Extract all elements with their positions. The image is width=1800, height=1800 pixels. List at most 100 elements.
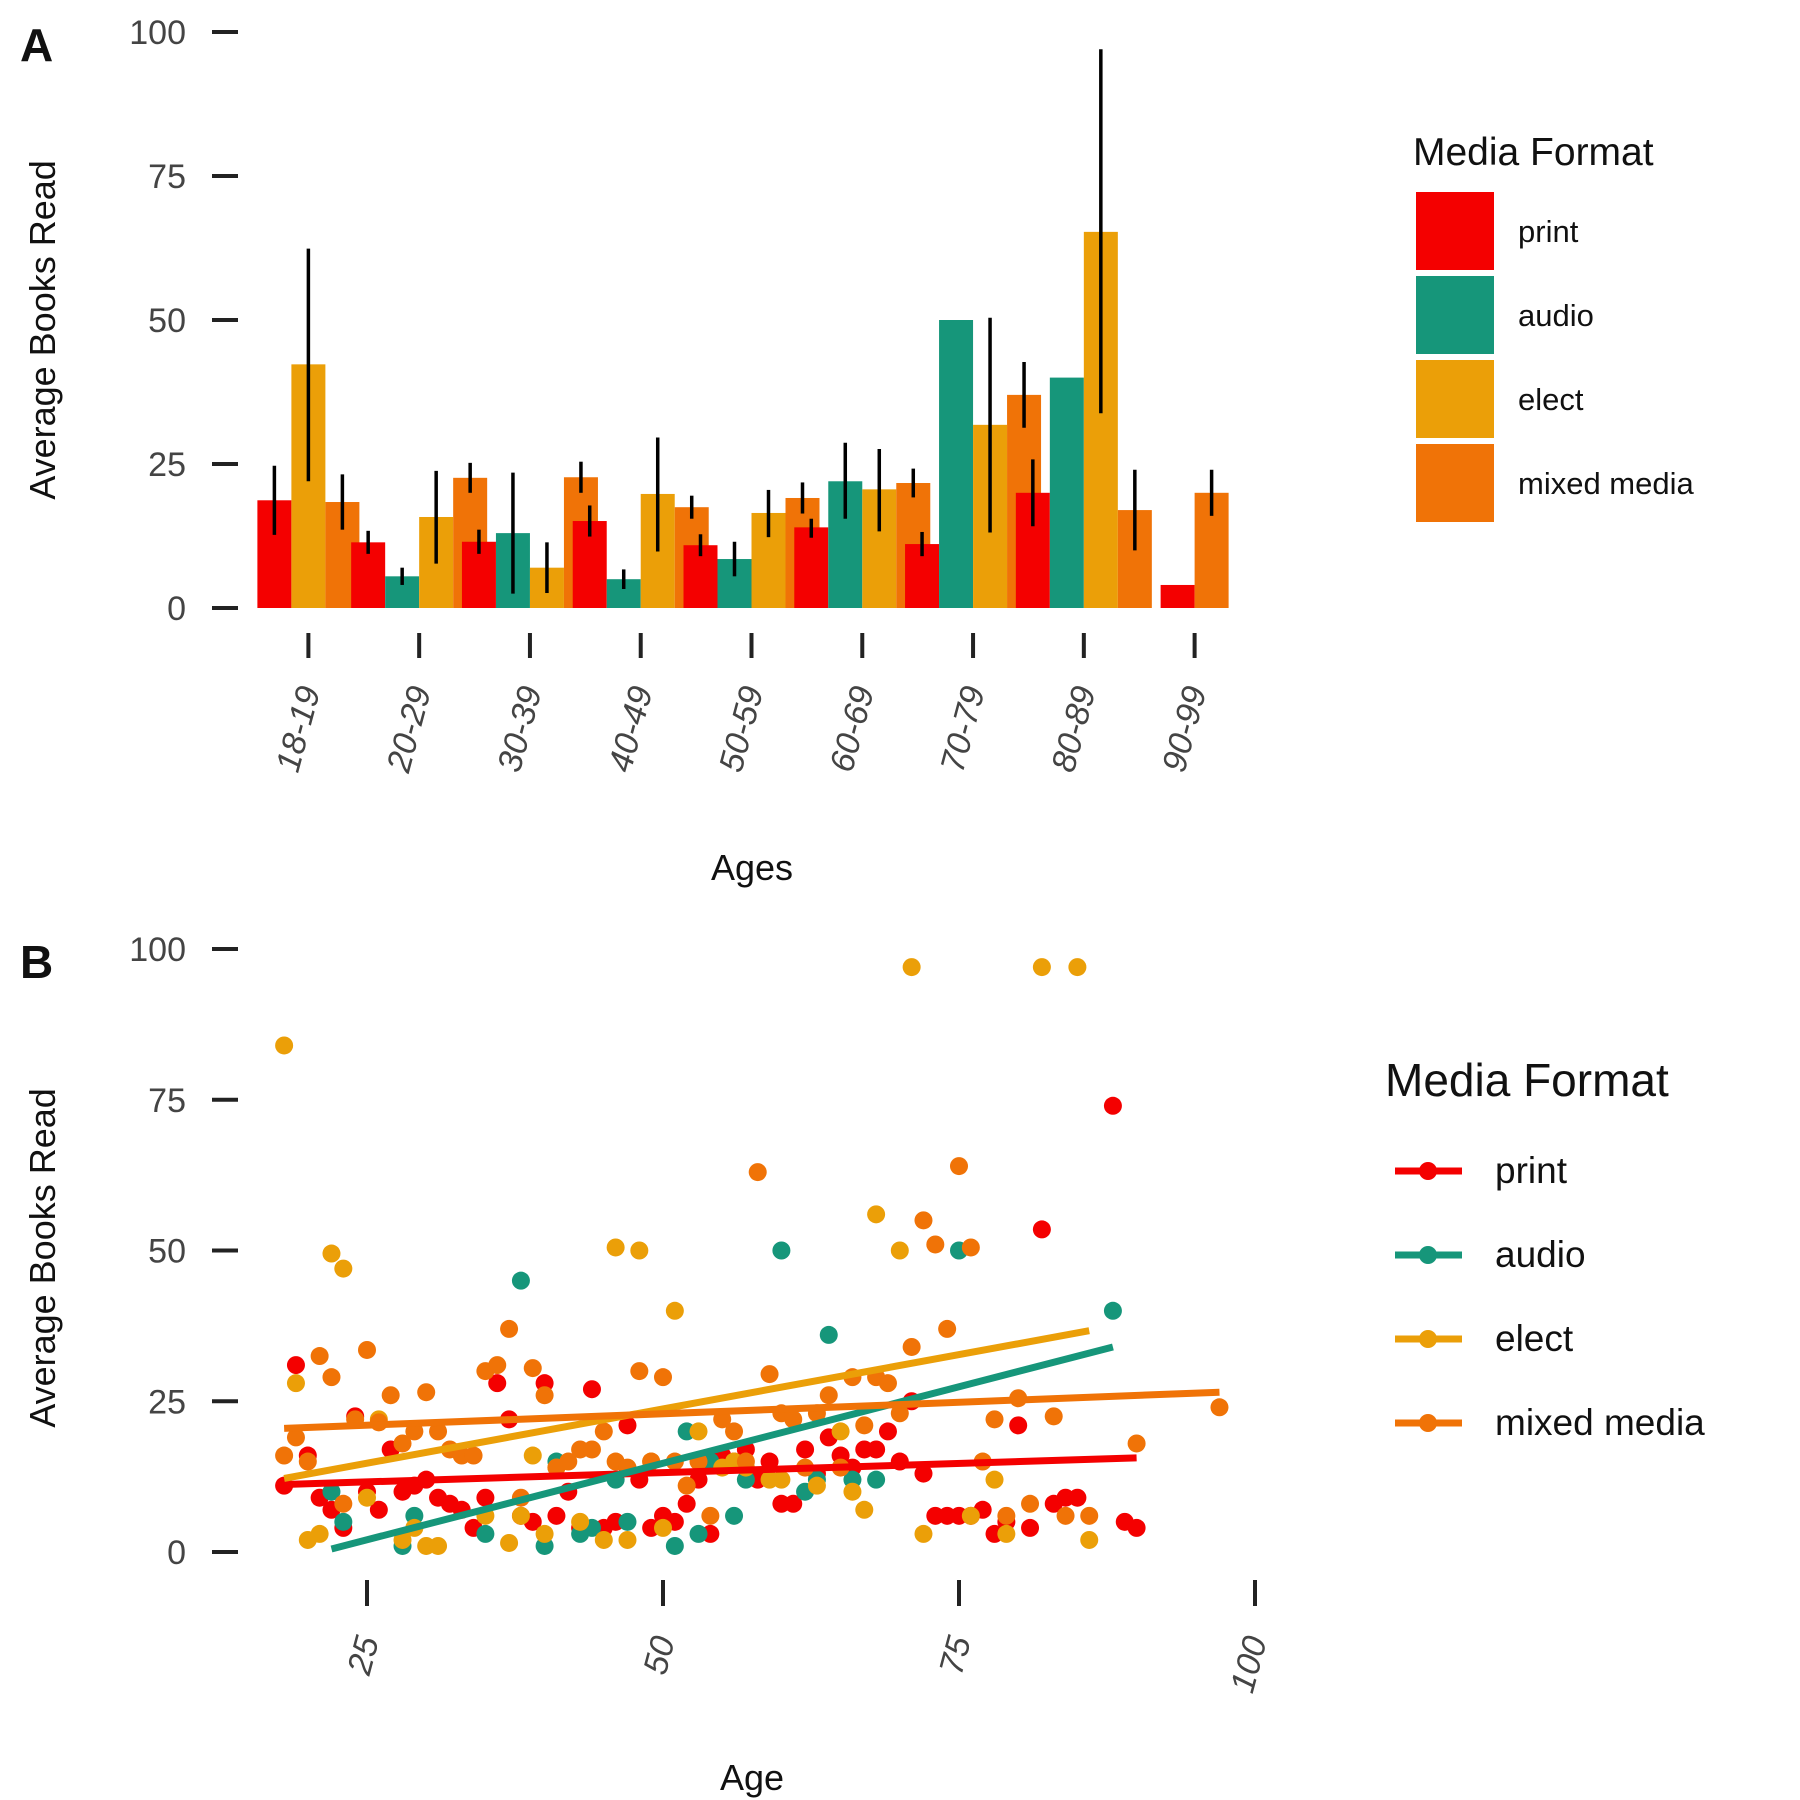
point-mixed-media (950, 1157, 968, 1176)
point-print (476, 1488, 495, 1507)
point-mixed-media (358, 1340, 376, 1359)
legend-label: audio (1495, 1234, 1586, 1275)
point-mixed-media (523, 1359, 542, 1378)
point-print (878, 1422, 897, 1441)
point-mixed-media (701, 1506, 720, 1525)
point-print (488, 1374, 507, 1393)
point-mixed-media (1127, 1434, 1146, 1453)
point-print (369, 1500, 388, 1519)
x-tick-label: 25 (340, 1632, 387, 1679)
point-mixed-media (582, 1440, 601, 1459)
legend-swatch-print (1416, 192, 1494, 270)
point-mixed-media (488, 1356, 507, 1375)
point-mixed-media (760, 1365, 779, 1384)
point-elect (1080, 1530, 1099, 1549)
point-mixed-media (748, 1163, 767, 1182)
point-elect (275, 1036, 294, 1055)
point-mixed-media (819, 1386, 838, 1405)
legend-swatch-audio (1416, 276, 1494, 354)
trend-line-print (284, 1454, 1137, 1488)
point-audio (476, 1524, 495, 1543)
point-elect (772, 1470, 791, 1489)
bar-print (1160, 584, 1195, 608)
point-elect (511, 1506, 530, 1525)
point-mixed-media (985, 1410, 1004, 1429)
legend-title: Media Format (1413, 131, 1654, 174)
point-mixed-media (464, 1446, 483, 1465)
x-tick-label: 75 (932, 1632, 979, 1678)
point-mixed-media (902, 1337, 921, 1356)
y-tick-label: 100 (129, 931, 186, 969)
point-elect (571, 1512, 590, 1531)
point-audio (689, 1524, 708, 1543)
point-elect (807, 1476, 826, 1495)
point-mixed-media (784, 1410, 803, 1429)
legend-label: mixed media (1518, 466, 1694, 501)
panel-a-letter: A (20, 19, 54, 71)
point-mixed-media (654, 1368, 672, 1387)
point-elect (286, 1374, 305, 1393)
point-mixed-media (310, 1347, 329, 1366)
point-elect (843, 1482, 862, 1501)
point-mixed-media (275, 1446, 294, 1465)
point-elect (1032, 958, 1051, 977)
legend-label: elect (1495, 1318, 1574, 1359)
point-print (867, 1440, 886, 1459)
point-elect (334, 1259, 353, 1278)
point-mixed-media (594, 1422, 613, 1441)
point-mixed-media (878, 1374, 897, 1393)
point-audio (772, 1241, 791, 1260)
point-elect (618, 1530, 637, 1549)
point-elect (665, 1301, 684, 1320)
point-audio (511, 1271, 530, 1290)
point-elect (867, 1205, 886, 1224)
point-elect (429, 1536, 448, 1555)
point-mixed-media (535, 1386, 554, 1405)
point-mixed-media (286, 1428, 305, 1447)
point-print (1127, 1518, 1146, 1537)
y-axis-title: Average Books Read (22, 1088, 63, 1428)
point-elect (358, 1488, 376, 1507)
legend-marker-mixed-media (1419, 1414, 1437, 1432)
point-elect (654, 1518, 672, 1537)
point-print (1103, 1096, 1122, 1115)
legend-label: elect (1518, 382, 1584, 417)
x-tick-label: 100 (1223, 1632, 1274, 1697)
point-elect (523, 1446, 542, 1465)
point-print (1068, 1488, 1087, 1507)
legend-swatch-mixed-media (1416, 444, 1494, 522)
legend-marker-elect (1419, 1330, 1437, 1348)
point-print (547, 1506, 566, 1525)
point-print (286, 1356, 305, 1375)
point-mixed-media (961, 1238, 980, 1257)
point-print (1009, 1416, 1028, 1435)
point-elect (831, 1422, 850, 1441)
point-elect (500, 1533, 519, 1552)
point-mixed-media (429, 1422, 448, 1441)
legend-marker-print (1419, 1162, 1437, 1180)
point-print (784, 1494, 803, 1513)
y-tick-label: 75 (148, 1082, 186, 1120)
point-mixed-media (677, 1476, 696, 1495)
legend-label: mixed media (1495, 1402, 1705, 1443)
legend-label: print (1518, 214, 1579, 249)
point-mixed-media (381, 1386, 400, 1405)
point-audio (665, 1536, 684, 1555)
point-print (618, 1416, 637, 1435)
y-tick-label: 25 (148, 1383, 186, 1421)
point-audio (819, 1325, 838, 1344)
point-mixed-media (1021, 1494, 1040, 1513)
point-elect (985, 1470, 1004, 1489)
point-audio (867, 1470, 886, 1489)
point-mixed-media (997, 1506, 1016, 1525)
point-mixed-media (926, 1235, 945, 1254)
y-tick-label: 50 (148, 302, 186, 340)
trend-line-audio (330, 1343, 1114, 1553)
bar-audio (939, 320, 974, 608)
point-mixed-media (322, 1368, 341, 1387)
point-mixed-media (1044, 1407, 1063, 1426)
point-audio (618, 1512, 637, 1531)
point-mixed-media (1080, 1506, 1099, 1525)
y-tick-label: 0 (167, 590, 186, 628)
